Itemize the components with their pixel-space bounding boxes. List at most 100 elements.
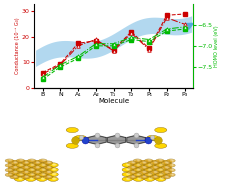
Circle shape bbox=[43, 170, 53, 174]
Circle shape bbox=[25, 167, 28, 168]
Circle shape bbox=[137, 174, 140, 175]
Circle shape bbox=[160, 178, 163, 179]
Circle shape bbox=[139, 166, 148, 170]
Circle shape bbox=[133, 177, 144, 181]
Circle shape bbox=[156, 172, 166, 177]
Circle shape bbox=[133, 172, 144, 177]
Circle shape bbox=[160, 169, 163, 170]
Circle shape bbox=[132, 176, 135, 177]
Circle shape bbox=[156, 168, 164, 172]
Circle shape bbox=[27, 164, 36, 167]
Circle shape bbox=[39, 173, 47, 177]
Circle shape bbox=[154, 162, 157, 163]
Circle shape bbox=[159, 165, 162, 166]
Circle shape bbox=[155, 143, 167, 148]
Circle shape bbox=[9, 174, 11, 175]
Circle shape bbox=[39, 164, 47, 167]
Circle shape bbox=[74, 135, 86, 140]
Circle shape bbox=[20, 160, 23, 161]
Circle shape bbox=[156, 168, 166, 172]
Circle shape bbox=[27, 159, 36, 163]
Circle shape bbox=[37, 177, 47, 181]
Circle shape bbox=[36, 162, 39, 163]
Circle shape bbox=[148, 160, 151, 161]
Circle shape bbox=[43, 175, 53, 179]
Circle shape bbox=[171, 165, 173, 166]
Circle shape bbox=[37, 163, 47, 167]
Circle shape bbox=[138, 164, 141, 165]
Circle shape bbox=[36, 176, 39, 177]
Circle shape bbox=[156, 173, 164, 177]
Circle shape bbox=[42, 174, 45, 175]
Circle shape bbox=[165, 171, 168, 173]
Circle shape bbox=[14, 171, 17, 173]
Circle shape bbox=[144, 168, 153, 172]
Circle shape bbox=[138, 173, 141, 175]
Circle shape bbox=[165, 176, 168, 177]
Circle shape bbox=[148, 174, 151, 175]
Circle shape bbox=[133, 173, 142, 177]
Circle shape bbox=[144, 159, 153, 163]
Circle shape bbox=[20, 165, 23, 166]
Circle shape bbox=[20, 169, 23, 170]
Circle shape bbox=[43, 161, 53, 165]
Circle shape bbox=[27, 168, 36, 172]
Circle shape bbox=[14, 177, 25, 181]
Circle shape bbox=[41, 178, 45, 179]
Circle shape bbox=[32, 161, 41, 165]
Circle shape bbox=[156, 163, 166, 167]
Circle shape bbox=[37, 168, 47, 172]
Circle shape bbox=[143, 162, 146, 163]
Circle shape bbox=[139, 170, 148, 174]
Circle shape bbox=[30, 169, 33, 170]
Circle shape bbox=[161, 161, 171, 165]
Circle shape bbox=[159, 174, 162, 175]
Circle shape bbox=[5, 173, 14, 177]
Circle shape bbox=[5, 159, 14, 163]
Circle shape bbox=[26, 177, 36, 181]
Circle shape bbox=[171, 174, 173, 175]
Polygon shape bbox=[88, 135, 106, 144]
Circle shape bbox=[159, 160, 162, 161]
Circle shape bbox=[43, 166, 53, 170]
Circle shape bbox=[31, 169, 34, 170]
Circle shape bbox=[36, 167, 39, 168]
Circle shape bbox=[53, 169, 56, 170]
Circle shape bbox=[20, 174, 23, 175]
Circle shape bbox=[150, 166, 159, 170]
Circle shape bbox=[21, 166, 30, 170]
Circle shape bbox=[132, 167, 135, 168]
Circle shape bbox=[144, 168, 155, 172]
Circle shape bbox=[26, 172, 36, 177]
Circle shape bbox=[48, 163, 58, 167]
Circle shape bbox=[144, 163, 155, 167]
Circle shape bbox=[30, 178, 33, 179]
Circle shape bbox=[16, 168, 25, 172]
Circle shape bbox=[53, 173, 56, 175]
Circle shape bbox=[25, 162, 28, 163]
Circle shape bbox=[122, 172, 132, 177]
Circle shape bbox=[32, 166, 41, 170]
Circle shape bbox=[156, 159, 164, 163]
Circle shape bbox=[19, 164, 22, 165]
Circle shape bbox=[48, 176, 50, 177]
Circle shape bbox=[41, 169, 45, 170]
Circle shape bbox=[30, 164, 33, 165]
Circle shape bbox=[139, 175, 148, 179]
Circle shape bbox=[41, 164, 45, 165]
Circle shape bbox=[156, 177, 166, 181]
Circle shape bbox=[16, 159, 25, 163]
Polygon shape bbox=[107, 135, 126, 144]
Circle shape bbox=[19, 178, 22, 179]
Circle shape bbox=[32, 175, 41, 179]
Circle shape bbox=[48, 171, 50, 173]
Circle shape bbox=[144, 173, 153, 177]
Circle shape bbox=[48, 162, 50, 163]
Circle shape bbox=[133, 163, 144, 167]
Circle shape bbox=[160, 173, 163, 175]
Circle shape bbox=[19, 169, 22, 170]
Circle shape bbox=[143, 171, 146, 173]
Circle shape bbox=[42, 165, 45, 166]
Circle shape bbox=[9, 160, 11, 161]
Circle shape bbox=[25, 171, 28, 173]
